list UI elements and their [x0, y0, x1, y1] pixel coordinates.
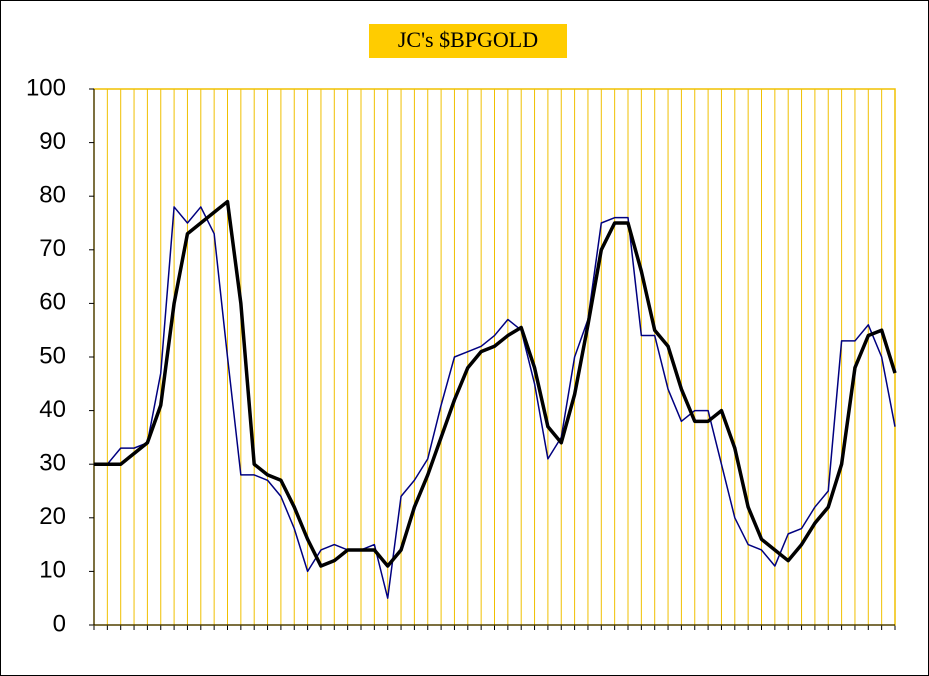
y-tick-label: 90 [39, 128, 66, 155]
y-tick-label: 0 [53, 610, 66, 637]
chart-title: JC's $BPGOLD [398, 27, 538, 52]
series-line [94, 199, 897, 568]
y-tick-label: 80 [39, 182, 66, 209]
series-line [94, 206, 896, 599]
title-background [369, 24, 567, 58]
y-tick-label: 20 [39, 503, 66, 530]
y-tick-label: 70 [39, 235, 66, 262]
y-tick-label: 60 [39, 289, 66, 316]
y-tick-label: 40 [39, 396, 66, 423]
y-tick-label: 10 [39, 557, 66, 584]
y-tick-label: 50 [39, 342, 66, 369]
y-tick-label: 100 [26, 74, 66, 101]
y-tick-label: 30 [39, 450, 66, 477]
